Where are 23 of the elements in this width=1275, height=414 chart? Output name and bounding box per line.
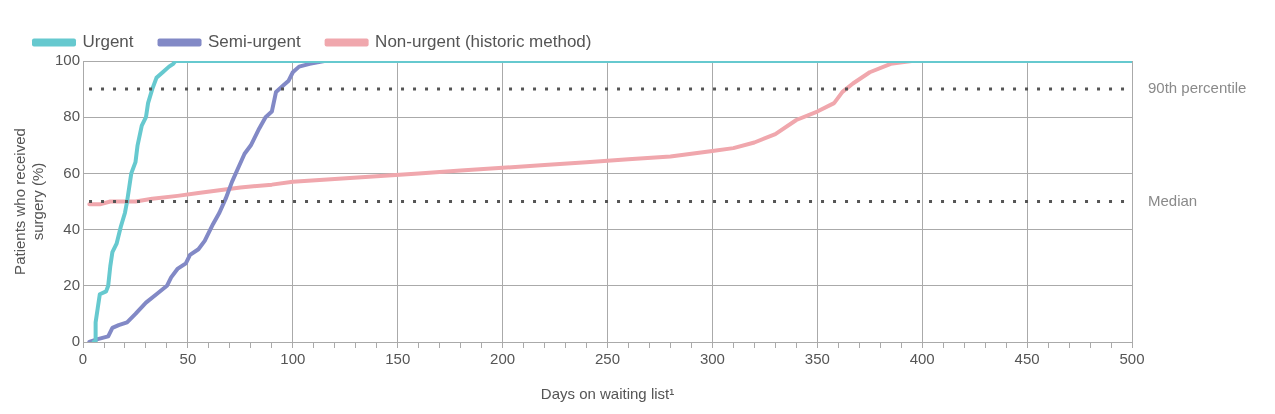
ref-line-label: Median xyxy=(1148,191,1198,209)
x-tick-label: 250 xyxy=(595,350,621,368)
y-tick-label: 20 xyxy=(63,275,81,293)
y-tick-label: 0 xyxy=(71,332,81,350)
x-tick-label: 200 xyxy=(490,350,516,368)
x-tick-label: 150 xyxy=(385,350,411,368)
x-tick-label: 450 xyxy=(1014,350,1040,368)
x-axis-title: Days on waiting list¹ xyxy=(540,385,675,403)
legend-label: Urgent xyxy=(82,32,134,52)
x-tick-label: 100 xyxy=(280,350,306,368)
y-tick-label: 100 xyxy=(55,51,81,69)
x-tick-label: 500 xyxy=(1119,350,1145,368)
x-tick-label: 50 xyxy=(179,350,197,368)
y-tick-label: 80 xyxy=(63,107,81,125)
ref-line-label: 90th percentile xyxy=(1148,79,1247,97)
legend-label: Semi-urgent xyxy=(208,32,301,52)
x-tick-label: 400 xyxy=(909,350,935,368)
x-tick-label: 350 xyxy=(804,350,830,368)
y-tick-label: 60 xyxy=(63,163,81,181)
x-tick-label: 300 xyxy=(699,350,725,368)
y-tick-label: 40 xyxy=(63,219,81,237)
y-axis-title: Patients who received surgery (%) xyxy=(11,128,47,275)
legend-label: Non-urgent (historic method) xyxy=(375,32,592,52)
